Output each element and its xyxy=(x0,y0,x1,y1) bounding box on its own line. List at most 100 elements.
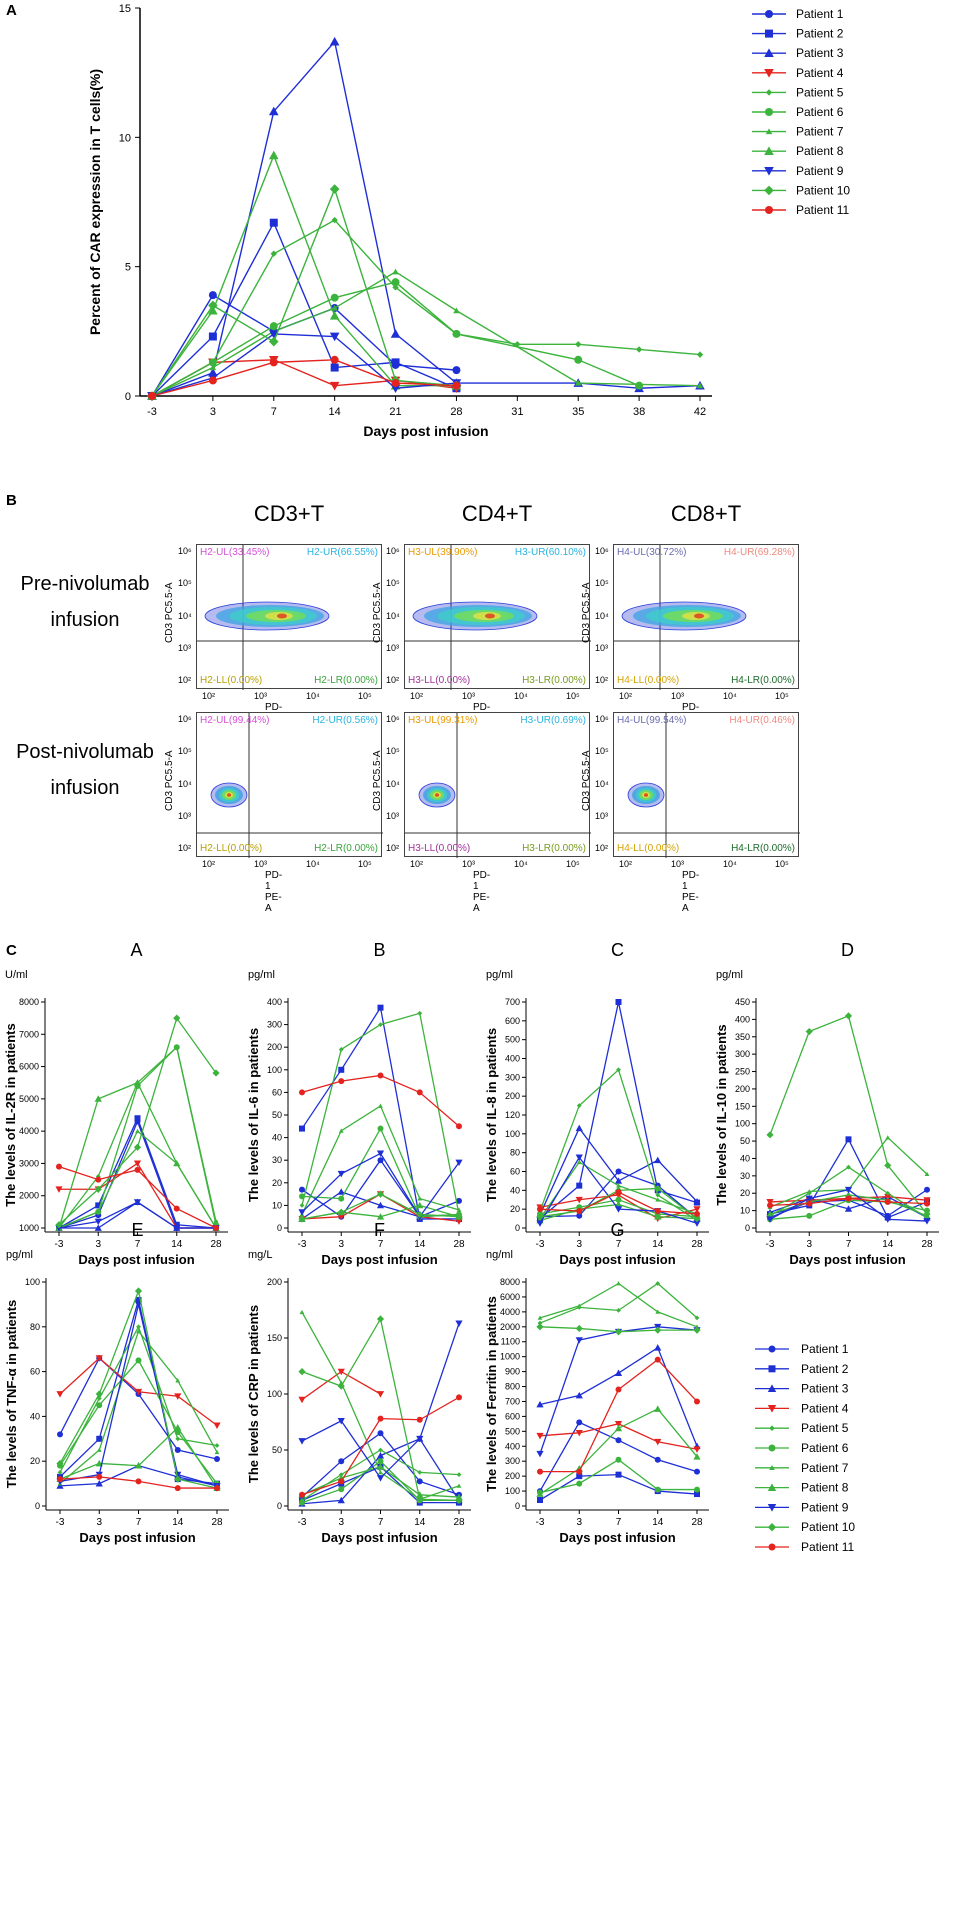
data-point xyxy=(615,1456,622,1463)
data-point xyxy=(805,1195,813,1203)
flow-plot: H4-UL(30.72%) H4-UR(69.28%) H4-LL(0.00%) H4… xyxy=(613,544,800,690)
cytokine-chart-B: Bpg/ml 0 10 20 30 40 50 60 100 200 300 400 -3 3 7 14 28 D… xyxy=(246,940,471,1267)
data-point xyxy=(376,1391,385,1398)
data-point xyxy=(338,1478,345,1485)
data-point xyxy=(392,268,399,275)
flow-column-title: CD4+T xyxy=(461,501,533,526)
data-point xyxy=(576,1303,582,1308)
flow-plot-area xyxy=(405,545,591,690)
c-legend-label: Patient 8 xyxy=(801,1481,849,1495)
x-tick-label: 3 xyxy=(95,1239,101,1250)
data-point xyxy=(456,1472,462,1478)
data-point xyxy=(615,1471,622,1478)
y-axis-title: The levels of TNF-α in patients xyxy=(4,1300,19,1489)
data-point xyxy=(329,36,340,46)
y-tick-label: 300 xyxy=(505,1456,520,1466)
flow-row-label: Pre-nivolumab infusion xyxy=(0,566,170,638)
c-legend-marker xyxy=(768,1345,776,1353)
chart-panel-letter: E xyxy=(131,1220,143,1240)
data-point xyxy=(391,379,400,388)
flow-y-tick: 10⁵ xyxy=(595,578,609,589)
data-point xyxy=(576,1419,583,1426)
series-line-11 xyxy=(540,1358,698,1473)
density-contour xyxy=(227,793,231,797)
flow-x-tick: 10⁵ xyxy=(358,691,372,701)
y-tick-label: 0 xyxy=(745,1223,750,1233)
data-point xyxy=(133,1160,142,1168)
y-tick-label: 80 xyxy=(510,1148,520,1158)
data-point xyxy=(55,1186,63,1193)
series-line-11 xyxy=(151,359,457,397)
flow-y-tick: 10⁴ xyxy=(595,778,609,789)
quadrant-ur-label: H4-UR(69.28%) xyxy=(723,547,795,558)
data-point xyxy=(338,1066,345,1073)
y-tick-label: 200 xyxy=(267,1042,282,1052)
c-legend-label: Patient 11 xyxy=(801,1540,854,1554)
data-point xyxy=(615,1437,622,1444)
data-point xyxy=(209,364,217,371)
c-legend-marker xyxy=(767,1405,777,1413)
y-tick-label: 400 xyxy=(505,1054,520,1064)
legend-marker xyxy=(764,185,774,196)
data-point xyxy=(298,1209,306,1216)
data-point xyxy=(96,1447,102,1452)
x-tick-label: 7 xyxy=(136,1517,142,1528)
data-point xyxy=(337,1418,345,1425)
data-point xyxy=(614,1369,623,1376)
quadrant-ur-label: H4-UR(0.46%) xyxy=(729,715,795,726)
data-point xyxy=(452,329,461,338)
cytokine-chart-F: Fmg/L 0 50 100 150 200 -3 3 7 14 28 Days post infus… xyxy=(246,1220,471,1545)
quadrant-lr-label: H2-LR(0.00%) xyxy=(314,675,378,686)
data-point xyxy=(924,1171,930,1177)
flow-plot: H4-UL(99.54%) H4-UR(0.46%) H4-LL(0.00%) H4-… xyxy=(613,712,800,858)
data-point xyxy=(696,351,704,358)
y-tick-label: 150 xyxy=(735,1101,750,1111)
y-tick-label: 600 xyxy=(505,1411,520,1421)
data-point xyxy=(376,1150,385,1158)
data-point xyxy=(173,1044,180,1051)
data-point xyxy=(268,150,279,160)
data-point xyxy=(923,1218,931,1225)
data-point xyxy=(615,1196,622,1203)
data-point xyxy=(337,1188,345,1195)
y-tick-label: 700 xyxy=(505,1396,520,1406)
y-tick-label: 40 xyxy=(740,1153,750,1163)
flow-y-tick: 10⁴ xyxy=(386,778,400,789)
flow-y-tick: 10³ xyxy=(178,642,192,653)
x-tick-label: 3 xyxy=(338,1239,344,1250)
y-tick-label: 10 xyxy=(740,1206,750,1216)
y-tick-label: 60 xyxy=(510,1167,520,1177)
y-tick-label: 2000 xyxy=(500,1322,520,1332)
data-point xyxy=(378,1447,383,1453)
data-point xyxy=(693,1446,701,1453)
flow-y-tick: 10² xyxy=(386,675,400,685)
c-legend-label: Patient 10 xyxy=(801,1520,855,1534)
data-point xyxy=(96,1396,102,1401)
y-tick-label: 200 xyxy=(505,1471,520,1481)
density-contour xyxy=(485,613,495,619)
data-point xyxy=(213,1225,219,1231)
data-point xyxy=(844,1205,853,1212)
legend-label: Patient 8 xyxy=(796,144,844,158)
x-tick-label: 7 xyxy=(616,1517,622,1528)
data-point xyxy=(923,1197,931,1204)
chart-panel-letter: F xyxy=(374,1220,385,1240)
data-point xyxy=(377,1157,384,1164)
data-point xyxy=(654,1356,661,1363)
flow-y-tick: 10⁶ xyxy=(386,714,400,724)
x-tick-label: 31 xyxy=(511,406,523,418)
flow-y-tick: 10⁶ xyxy=(595,714,609,724)
data-point xyxy=(536,1450,544,1458)
c-legend-label: Patient 2 xyxy=(801,1362,849,1376)
data-point xyxy=(654,1456,661,1463)
flow-y-tick: 10⁴ xyxy=(595,610,609,621)
y-tick-label: 120 xyxy=(505,1110,520,1120)
flow-y-tick: 10³ xyxy=(386,810,400,821)
legend-label: Patient 9 xyxy=(796,164,844,178)
data-point xyxy=(654,1184,662,1193)
data-point xyxy=(536,1432,544,1440)
data-point xyxy=(416,1491,424,1498)
data-point xyxy=(377,1430,384,1437)
y-tick-label: 100 xyxy=(735,1119,750,1129)
flow-column-title: CD3+T xyxy=(253,501,325,526)
